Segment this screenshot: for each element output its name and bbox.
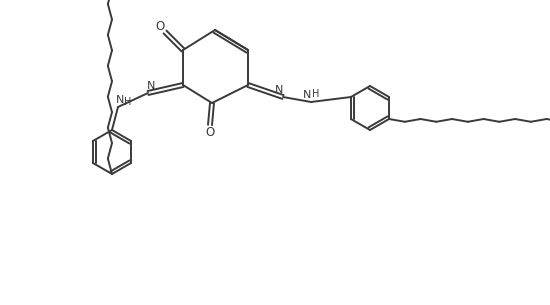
Text: N: N	[275, 85, 283, 95]
Text: O: O	[155, 20, 164, 33]
Text: O: O	[205, 127, 214, 139]
Text: N: N	[303, 90, 311, 100]
Text: H: H	[124, 97, 131, 107]
Text: N: N	[116, 95, 124, 105]
Text: H: H	[312, 89, 320, 99]
Text: N: N	[147, 81, 155, 91]
